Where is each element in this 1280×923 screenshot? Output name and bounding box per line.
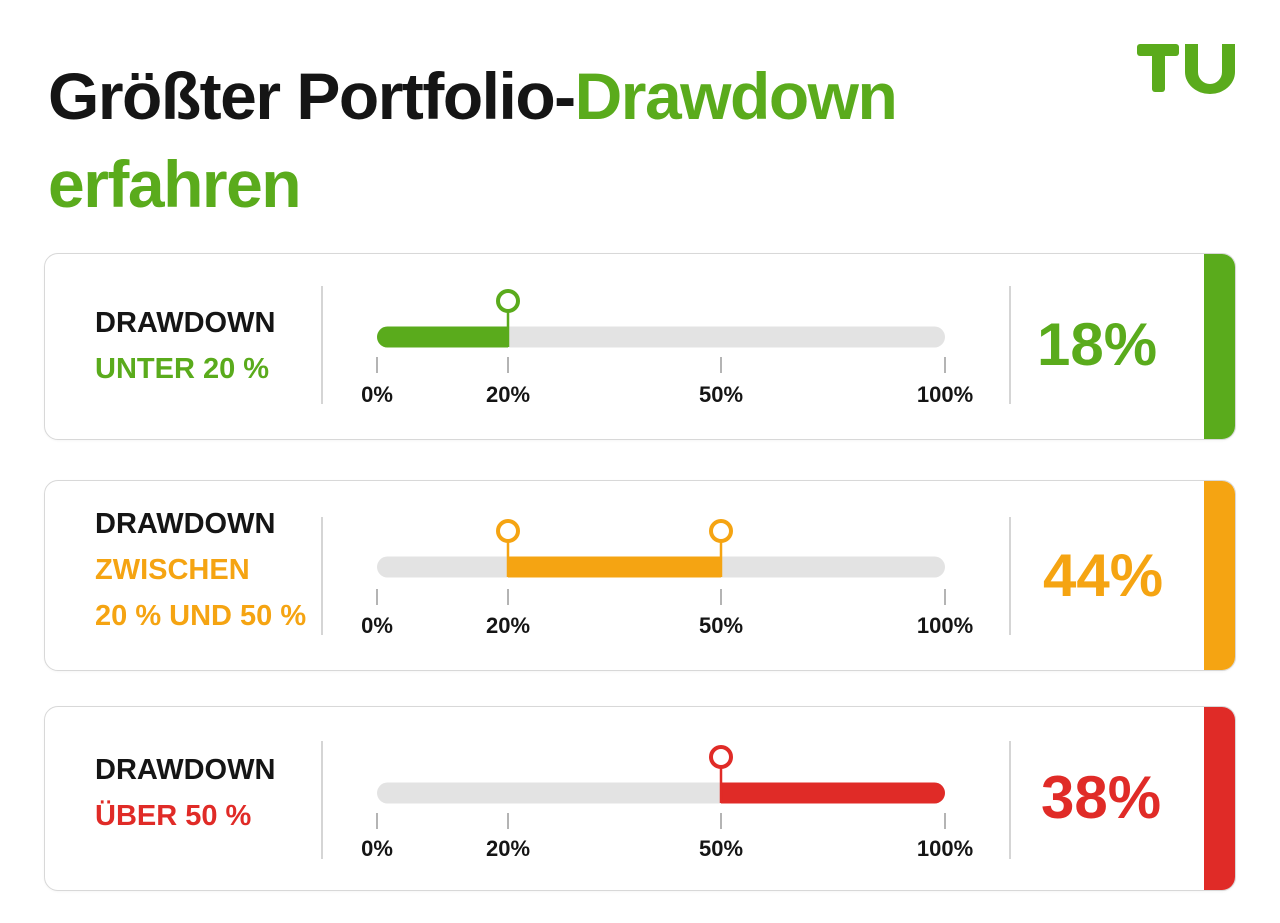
card-under-20: DRAWDOWN UNTER 20 % 0% 20% 50% 100% 18% xyxy=(44,253,1236,440)
percentage-value: 44% xyxy=(1042,542,1164,609)
label-line-1: DRAWDOWN xyxy=(95,754,276,786)
label-line-1: DRAWDOWN xyxy=(95,307,276,339)
tick-label: 50% xyxy=(699,613,743,638)
category-label: DRAWDOWN UNTER 20 % xyxy=(95,300,275,392)
tick-label: 20% xyxy=(486,382,530,407)
card-stripe xyxy=(1204,707,1235,890)
tick-label: 0% xyxy=(361,613,393,638)
tick-label: 50% xyxy=(699,836,743,861)
label-line-2: UNTER 20 % xyxy=(95,353,270,385)
range-bar xyxy=(377,326,508,348)
marker-pin xyxy=(709,745,733,769)
divider-right xyxy=(1009,286,1011,404)
label-line-2: ÜBER 50 % xyxy=(95,800,252,832)
category-label: DRAWDOWN ZWISCHEN 20 % UND 50 % xyxy=(95,501,306,639)
divider-right xyxy=(1009,741,1011,859)
tick-label: 50% xyxy=(699,382,743,407)
marker-pin xyxy=(709,519,733,543)
range-bar-end xyxy=(721,782,742,804)
card-stripe xyxy=(1204,481,1235,670)
percentage-value: 38% xyxy=(1040,764,1162,831)
tick-label: 0% xyxy=(361,836,393,861)
chart-title: Größter Portfolio-Drawdown erfahren xyxy=(48,52,948,228)
tick-label: 20% xyxy=(486,836,530,861)
title-part2: Drawdown xyxy=(574,59,898,133)
tick-label: 100% xyxy=(917,613,973,638)
tick-label: 100% xyxy=(917,836,973,861)
tick-label: 20% xyxy=(486,613,530,638)
divider-left xyxy=(321,517,323,635)
range-scale: 0% 20% 50% 100% xyxy=(361,289,973,407)
tick-label: 0% xyxy=(361,382,393,407)
title-part3: erfahren xyxy=(48,147,302,221)
tu-logo-icon xyxy=(1137,44,1235,94)
card-stripe xyxy=(1204,254,1235,439)
label-line-1: DRAWDOWN xyxy=(95,508,276,540)
marker-pin xyxy=(496,519,520,543)
label-line-2: ZWISCHEN xyxy=(95,554,250,586)
range-bar-end xyxy=(487,326,508,348)
divider-left xyxy=(321,741,323,859)
range-scale: 0% 20% 50% 100% xyxy=(361,519,973,638)
range-scale: 0% 20% 50% 100% xyxy=(361,745,973,861)
card-over-50: DRAWDOWN ÜBER 50 % 0% 20% 50% 100% 38% xyxy=(44,706,1236,891)
range-bar xyxy=(508,556,721,578)
card-between-20-50: DRAWDOWN ZWISCHEN 20 % UND 50 % 0% 20% 50%… xyxy=(44,480,1236,671)
tick-label: 100% xyxy=(917,382,973,407)
percentage-value: 18% xyxy=(1036,311,1158,378)
label-line-3: 20 % UND 50 % xyxy=(95,600,307,632)
range-bar xyxy=(721,782,945,804)
divider-right xyxy=(1009,517,1011,635)
divider-left xyxy=(321,286,323,404)
marker-pin xyxy=(496,289,520,313)
category-label: DRAWDOWN ÜBER 50 % xyxy=(95,747,275,839)
scale-track xyxy=(377,326,945,348)
title-part1: Größter Portfolio- xyxy=(48,59,576,133)
